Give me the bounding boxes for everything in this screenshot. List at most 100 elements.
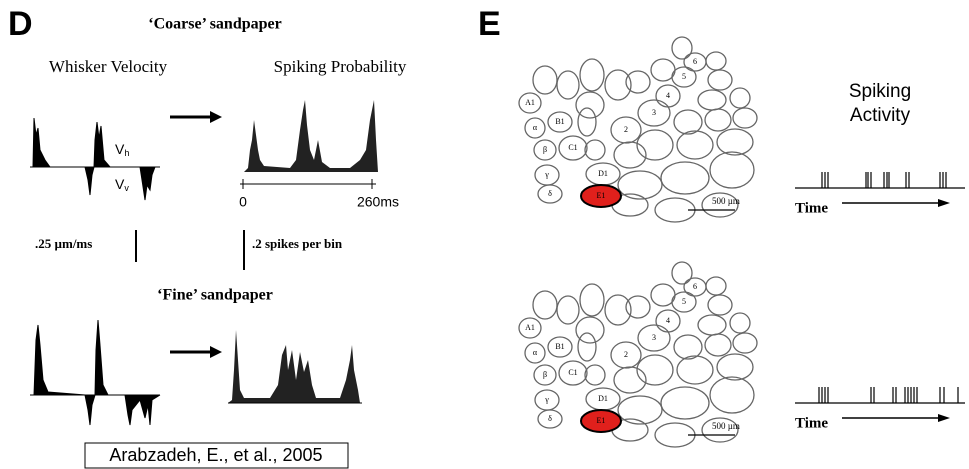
barrel-label: 2 — [624, 125, 628, 134]
barrel — [533, 139, 557, 161]
panel-label: E — [478, 5, 501, 43]
barrel — [697, 89, 727, 111]
barrel — [683, 52, 707, 72]
barrel-label: 2 — [624, 350, 628, 359]
barrel-label: γ — [544, 170, 549, 179]
time-label: Time — [795, 200, 828, 216]
barrel — [705, 51, 727, 71]
time-label: Time — [795, 415, 828, 431]
barrel — [580, 409, 622, 433]
barrel — [617, 170, 663, 200]
coarse-title: ‘Coarse’ sandpaper — [148, 16, 281, 33]
vh-label: Vh — [115, 141, 129, 159]
time-arrow-head — [938, 199, 950, 207]
barrel-map: A1 α B1 β C1 γ D1 δ E1 2 3 4 56 500 µm — [518, 261, 758, 448]
barrel-label: 6 — [693, 282, 697, 291]
barrel — [655, 84, 681, 108]
barrel — [604, 69, 632, 101]
velocity-label: Whisker Velocity — [49, 57, 168, 76]
barrel — [537, 409, 563, 429]
barrel-label: B1 — [555, 342, 564, 351]
barrel — [732, 107, 758, 129]
barrel — [625, 295, 651, 319]
axis-start: 0 — [239, 194, 247, 210]
barrel — [636, 354, 674, 386]
axis-end: 260ms — [357, 194, 399, 210]
barrel-label: B1 — [555, 117, 564, 126]
barrel — [705, 276, 727, 296]
barrel-label: 4 — [666, 316, 670, 325]
barrel — [704, 108, 732, 132]
arrows — [170, 115, 212, 354]
histogram — [244, 100, 378, 172]
barrel-label: α — [533, 348, 538, 357]
barrel — [660, 386, 710, 420]
barrel — [617, 395, 663, 425]
barrel — [518, 92, 542, 114]
barrel-label: E1 — [597, 416, 606, 425]
barrel — [532, 290, 558, 320]
barrel — [577, 332, 597, 362]
barrel — [671, 261, 693, 285]
barrel — [579, 58, 605, 92]
barrel — [716, 353, 754, 381]
barrel — [637, 324, 671, 352]
barrel — [518, 317, 542, 339]
barrel — [575, 91, 605, 119]
barrel — [655, 309, 681, 333]
barrel — [524, 342, 546, 364]
barrel — [577, 107, 597, 137]
barrel — [701, 417, 739, 443]
barrel — [625, 70, 651, 94]
spiking-label: Spiking Probability — [274, 57, 407, 76]
barrel — [709, 376, 755, 414]
barrel-label: β — [543, 145, 547, 154]
barrel — [604, 294, 632, 326]
barrel — [671, 291, 697, 313]
barrel — [584, 364, 606, 386]
barrel — [704, 333, 732, 357]
barrel — [671, 36, 693, 60]
barrel — [683, 277, 707, 297]
barrel — [533, 364, 557, 386]
barrel — [676, 130, 714, 160]
barrel — [558, 360, 588, 386]
barrel — [610, 341, 642, 369]
vv-sub: v — [124, 183, 129, 193]
citation-box — [84, 442, 349, 469]
barrel — [556, 295, 580, 325]
barrel — [716, 128, 754, 156]
barrel-label: 3 — [652, 108, 656, 117]
barrel — [584, 139, 606, 161]
barrel — [676, 355, 714, 385]
spike-scale: .2 spikes per bin — [252, 236, 343, 251]
barrel-label: α — [533, 123, 538, 132]
barrel — [547, 336, 573, 358]
barrel-label: D1 — [598, 394, 608, 403]
barrel-label: A1 — [525, 98, 535, 107]
barrel — [579, 283, 605, 317]
barrel-label: 3 — [652, 333, 656, 342]
velocity-scale: .25 µm/ms — [35, 236, 92, 251]
barrel-map: A1 α B1 β C1 γ D1 δ E1 2 3 4 56 500 µm — [518, 36, 758, 223]
barrel — [636, 129, 674, 161]
barrel — [610, 116, 642, 144]
barrel-label: β — [543, 370, 547, 379]
activity-title: Spiking — [849, 81, 911, 102]
barrel-label: A1 — [525, 323, 535, 332]
barrel — [729, 87, 751, 109]
barrel-label: E1 — [597, 191, 606, 200]
barrel — [701, 192, 739, 218]
barrel — [671, 66, 697, 88]
barrel — [532, 65, 558, 95]
scale-label: 500 µm — [712, 421, 740, 431]
panel-label: D — [8, 5, 33, 43]
barrel-label: 5 — [682, 297, 686, 306]
barrel-label: C1 — [568, 143, 577, 152]
barrel — [558, 135, 588, 161]
barrel-label: δ — [548, 189, 552, 198]
barrel — [673, 334, 703, 360]
vh-sub: h — [124, 148, 129, 158]
barrel — [575, 316, 605, 344]
